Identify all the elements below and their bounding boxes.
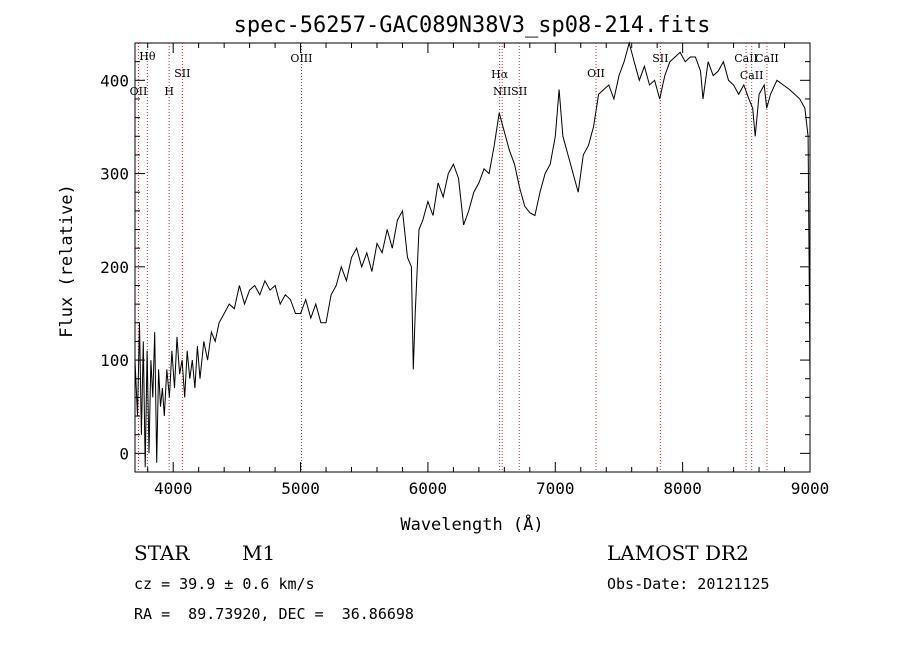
y-tick-label: 400 <box>100 71 129 90</box>
emission-line-label: CaII <box>755 52 779 65</box>
emission-line-label: SII <box>652 52 668 65</box>
y-axis-label: Flux (relative) <box>57 184 77 338</box>
spectrum-line <box>134 41 811 468</box>
x-tick-label: 6000 <box>409 479 448 498</box>
chart-title: spec-56257-GAC089N38V3_sp08-214.fits <box>234 13 711 38</box>
y-tick-label: 300 <box>100 165 129 184</box>
x-tick-label: 4000 <box>154 479 193 498</box>
coordinates: RA = 89.73920, DEC = 36.86698 <box>134 605 414 623</box>
x-tick-label: 7000 <box>536 479 575 498</box>
plot-frame <box>134 42 811 473</box>
emission-line-label: Hα <box>491 68 509 81</box>
object-subclass: M1 <box>242 541 275 565</box>
redshift-velocity: cz = 39.9 ± 0.6 km/s <box>134 575 315 593</box>
y-tick-label: 0 <box>119 444 129 463</box>
object-type: STAR <box>134 541 190 565</box>
x-tick-label: 8000 <box>663 479 702 498</box>
x-tick-label: 9000 <box>791 479 830 498</box>
emission-line-label: Hθ <box>139 50 156 63</box>
emission-line-label: OII <box>130 85 148 98</box>
emission-line-label: SII <box>511 85 527 98</box>
emission-line-label: CaII <box>740 69 764 82</box>
emission-line-label: OII <box>587 67 605 80</box>
observation-date: Obs-Date: 20121125 <box>607 575 770 593</box>
emission-line-label: NII <box>493 85 511 98</box>
emission-line-label: H <box>164 85 174 98</box>
x-tick-label: 5000 <box>281 479 320 498</box>
survey-name: LAMOST DR2 <box>607 541 749 565</box>
emission-line-label: OIII <box>290 52 312 65</box>
axis-ticks: 4000 5000 6000 7000 8000 9000 0 100 200 300 400 <box>100 42 830 498</box>
x-axis-label: Wavelength (Å) <box>400 513 543 535</box>
emission-line-label: SII <box>174 67 190 80</box>
y-tick-label: 200 <box>100 258 129 277</box>
y-tick-label: 100 <box>100 351 129 370</box>
